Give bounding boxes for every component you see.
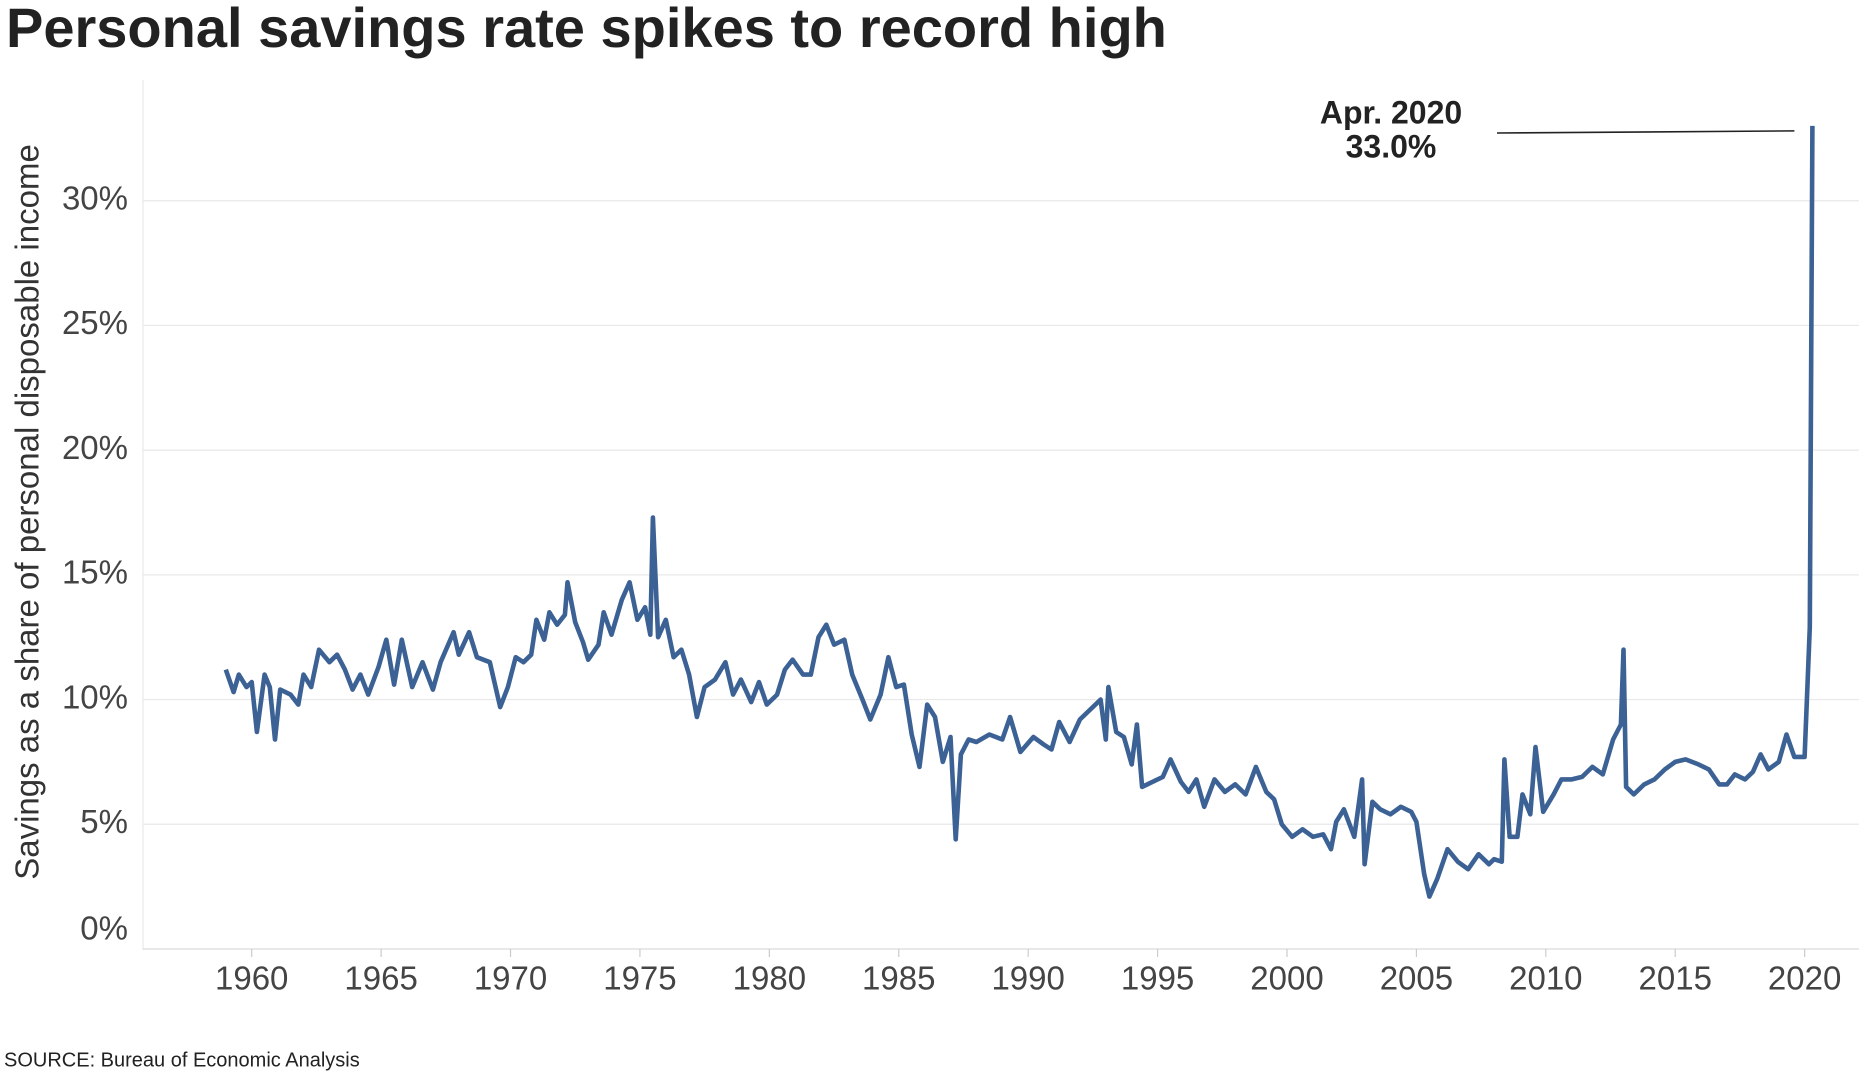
x-tick-label: 1960 xyxy=(215,960,288,997)
source: SOURCE: Bureau of Economic Analysis xyxy=(4,1049,360,1071)
x-tick-label: 1985 xyxy=(862,960,935,997)
x-tick-label: 2005 xyxy=(1380,960,1453,997)
y-tick-label: 25% xyxy=(62,304,128,341)
y-tick-label: 5% xyxy=(80,803,128,840)
x-tick-label: 1980 xyxy=(733,960,806,997)
chart-title: Personal savings rate spikes to record h… xyxy=(6,0,1167,59)
x-tick-label: 1975 xyxy=(603,960,676,997)
x-tick-label: 2015 xyxy=(1639,960,1712,997)
annotation-value: 33.0% xyxy=(1346,128,1437,164)
annotation-date: Apr. 2020 xyxy=(1320,94,1462,130)
y-tick-label: 15% xyxy=(62,554,128,591)
x-tick-label: 1965 xyxy=(344,960,417,997)
y-axis-label: Savings as a share of personal disposabl… xyxy=(9,144,46,880)
y-tick-label: 20% xyxy=(62,429,128,466)
x-tick-label: 1970 xyxy=(474,960,547,997)
series-line xyxy=(223,125,1815,899)
x-tick-label: 2000 xyxy=(1250,960,1323,997)
x-tick-label: 1990 xyxy=(991,960,1064,997)
x-tick-label: 1995 xyxy=(1121,960,1194,997)
y-tick-label: 10% xyxy=(62,678,128,715)
y-tick-label: 30% xyxy=(62,179,128,216)
x-tick-label: 2020 xyxy=(1768,960,1841,997)
x-tick-label: 2010 xyxy=(1509,960,1582,997)
annotation-leader xyxy=(1496,130,1795,134)
y-tick-label: 0% xyxy=(80,910,128,947)
